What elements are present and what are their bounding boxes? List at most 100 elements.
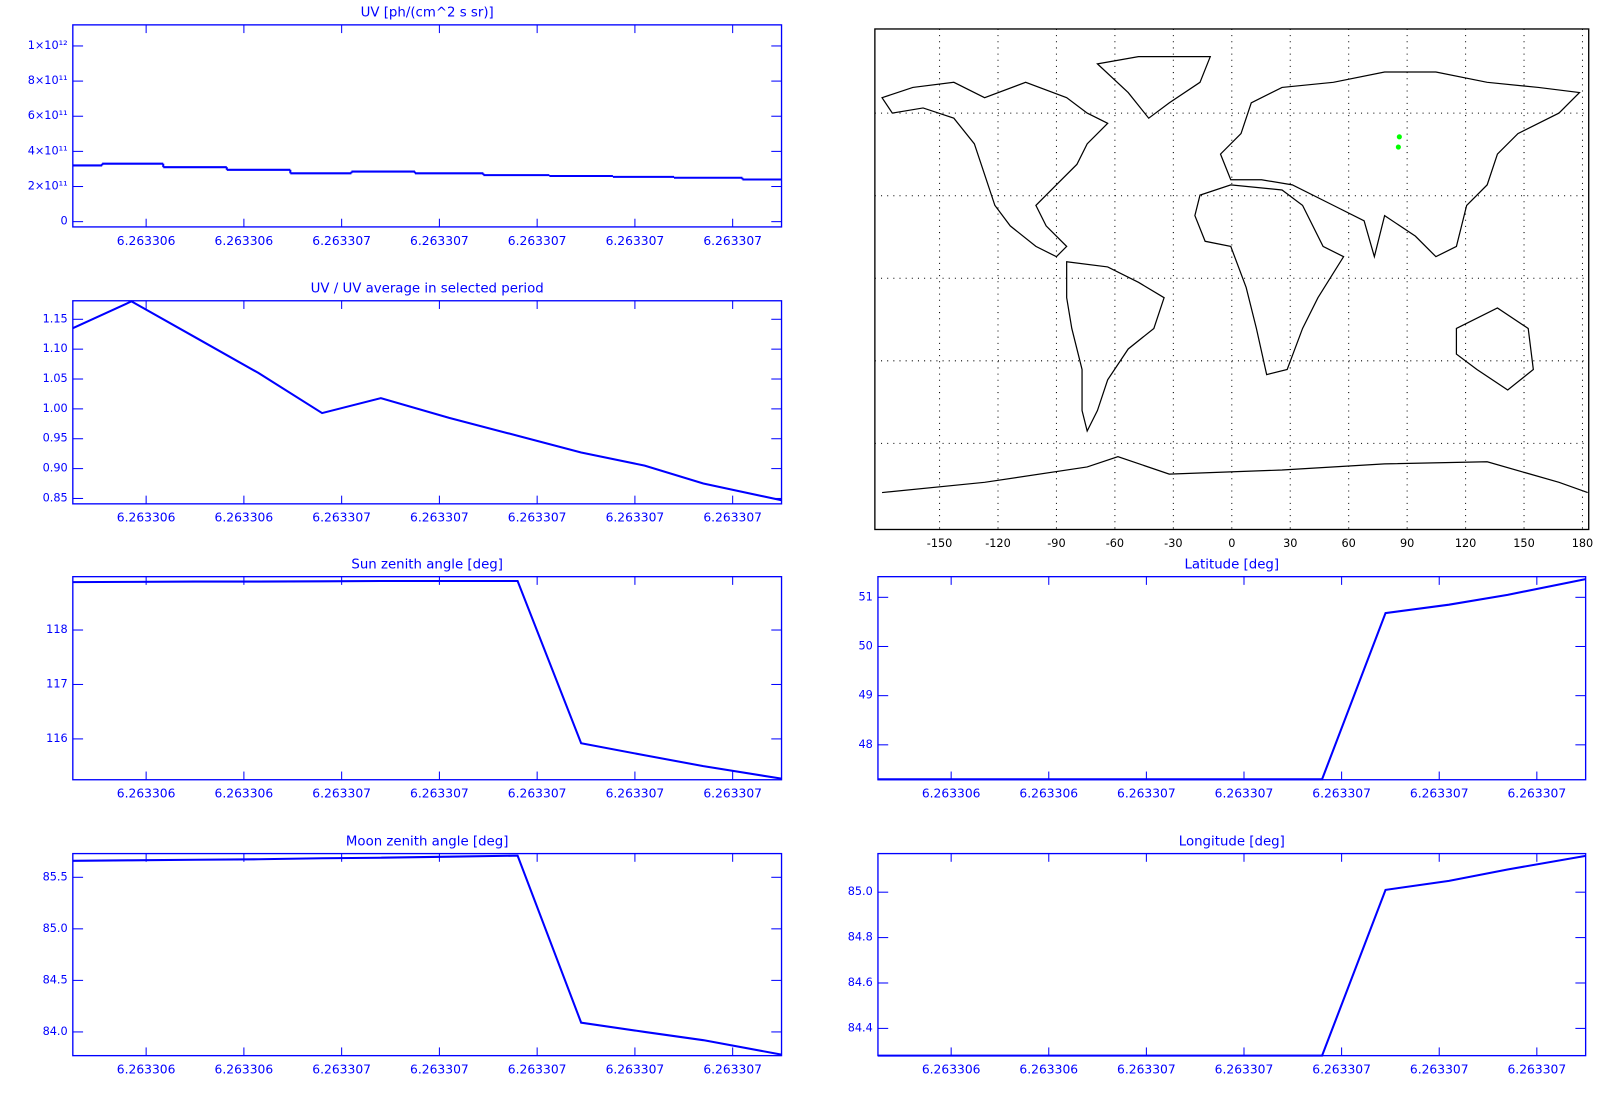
y-tick-label: 84.4 [848,1021,873,1034]
x-tick-label: 120 [1455,537,1477,550]
plot-frame [874,28,1590,531]
y-tick-label: 0 [61,215,68,228]
y-tick-label: 48 [858,738,872,751]
y-tick-label: 1×10¹² [28,39,68,52]
x-tick-label: 6.263306 [1019,1063,1078,1077]
x-tick-label: 6.263307 [1410,787,1469,801]
x-tick-label: -90 [1047,537,1065,550]
chart-title: UV [ph/(cm^2 s sr)] [361,6,494,21]
coastline [1194,184,1345,376]
x-tick-label: 6.263307 [606,234,665,248]
y-tick-label: 1.00 [43,402,68,415]
x-tick-label: 6.263307 [410,511,469,525]
chart: Longitude [deg] 6.263306 6.263306 6.263307 6… [848,834,1587,1077]
x-tick-label: 6.263306 [215,1063,274,1077]
chart-title: Moon zenith angle [deg] [346,834,508,849]
y-tick-label: 8×10¹¹ [28,74,68,87]
x-tick-label: -150 [927,537,953,550]
x-tick-label: 150 [1513,537,1535,550]
y-tick-label: 0.90 [43,462,68,475]
chart-title: Longitude [deg] [1179,834,1285,849]
x-tick-label: 6.263307 [508,787,567,801]
y-tick-label: 1.10 [43,342,68,355]
y-tick-label: 4×10¹¹ [28,144,68,157]
x-tick-label: 6.263306 [117,234,176,248]
y-tick-label: 0.95 [43,432,68,445]
plot-frame [72,852,783,1057]
coastline [1066,261,1165,433]
x-tick-label: 6.263307 [410,234,469,248]
plot-frame [877,576,1587,781]
chart-title: UV / UV average in selected period [311,281,544,296]
chart: -150 -120 -90 -60 -30 0 30 60 90 120 150 180 [874,28,1594,550]
data-line [877,854,1586,1057]
y-tick-label: 51 [858,590,872,603]
y-tick-label: 1.05 [43,372,68,385]
x-tick-label: 6.263307 [1410,1063,1469,1077]
x-tick-label: 6.263307 [1312,1063,1371,1077]
y-tick-label: 2×10¹¹ [28,180,68,193]
x-tick-label: 6.263306 [215,511,274,525]
chart: UV / UV average in selected period 6.2633… [43,281,783,525]
coastlines [881,56,1588,494]
x-tick-label: 6.263307 [703,1063,762,1077]
y-tick-label: 0.85 [43,491,68,504]
x-tick-label: 6.263307 [1215,787,1274,801]
chart: Moon zenith angle [deg] 6.263306 6.263306 6… [43,834,783,1077]
coastline [881,81,1109,258]
x-tick-label: 90 [1400,537,1414,550]
x-tick-label: 6.263307 [312,1063,371,1077]
coastline [1096,56,1212,120]
x-tick-label: 60 [1342,537,1356,550]
coastline [1455,307,1534,391]
x-tick-label: 6.263307 [703,234,762,248]
x-tick-label: 6.263306 [922,787,981,801]
x-tick-label: 6.263306 [117,787,176,801]
data-line [72,579,782,780]
y-tick-label: 49 [858,689,872,702]
x-tick-label: 6.263307 [1507,787,1566,801]
y-tick-label: 117 [46,677,68,690]
y-tick-label: 84.5 [43,973,68,986]
x-tick-label: -120 [985,537,1011,550]
plot-frame [72,300,783,505]
x-tick-label: 6.263306 [215,234,274,248]
data-line [72,300,782,502]
chart-title: Sun zenith angle [deg] [351,557,503,572]
x-tick-label: 6.263307 [703,787,762,801]
x-tick-label: 6.263307 [312,787,371,801]
position-marker [1395,144,1401,150]
y-tick-label: 85.0 [43,922,68,935]
chart: Latitude [deg] 6.263306 6.263306 6.263307 6.… [858,557,1587,801]
x-tick-label: -60 [1106,537,1124,550]
x-tick-label: 6.263307 [606,1063,665,1077]
y-tick-label: 85.0 [848,885,873,898]
y-tick-label: 1.15 [43,312,68,325]
x-tick-label: 6.263307 [1312,787,1371,801]
x-tick-label: 6.263307 [508,1063,567,1077]
x-tick-label: 6.263307 [312,511,371,525]
x-tick-label: 6.263307 [1117,1063,1176,1077]
y-tick-label: 84.8 [848,931,873,944]
data-line [877,578,1586,781]
plot-frame [877,852,1587,1057]
x-tick-label: 180 [1572,537,1594,550]
x-tick-label: 6.263307 [312,234,371,248]
x-tick-label: 6.263307 [1117,787,1176,801]
coastline [1219,71,1581,260]
y-tick-label: 50 [858,639,872,652]
y-tick-label: 6×10¹¹ [28,109,68,122]
plot-frame [72,576,783,781]
x-tick-label: -30 [1164,537,1182,550]
x-tick-label: 6.263307 [410,787,469,801]
x-tick-label: 6.263306 [922,1063,981,1077]
x-tick-label: 6.263307 [1507,1063,1566,1077]
x-tick-label: 6.263306 [1019,787,1078,801]
y-tick-label: 84.6 [848,976,873,989]
y-tick-label: 84.0 [43,1025,68,1038]
x-tick-label: 6.263307 [508,511,567,525]
y-tick-label: 118 [46,623,68,636]
y-tick-label: 116 [46,732,68,745]
